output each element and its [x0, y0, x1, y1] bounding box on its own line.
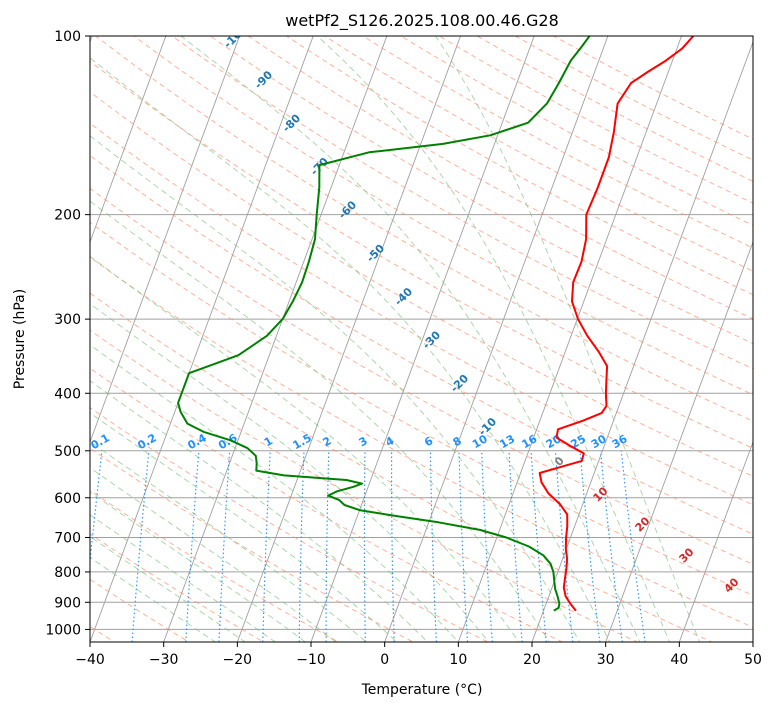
dry-adiabat-line [61, 9, 775, 654]
y-tick-label: 900 [54, 595, 81, 611]
y-tick-label: 600 [54, 491, 81, 507]
dry-adiabat-label: -90 [252, 68, 275, 91]
y-tick-label: 400 [54, 386, 81, 402]
y-axis-title: Pressure (hPa) [12, 289, 28, 389]
isotherm-line [380, 9, 618, 654]
x-tick-label: 40 [670, 652, 688, 668]
y-tick-label: 700 [54, 531, 81, 547]
dry-adiabat-line [0, 9, 57, 654]
dry-adiabat-line [432, 9, 775, 654]
y-tick-label: 500 [54, 444, 81, 460]
x-tick-label: 50 [744, 652, 762, 668]
moist-adiabat-line [0, 36, 233, 654]
dry-adiabat-label: -60 [336, 198, 359, 221]
mixing-ratio-line [430, 451, 437, 654]
x-tick-label: −40 [75, 652, 105, 668]
dry-adiabat-label: -20 [448, 372, 471, 395]
dry-adiabat-line [0, 9, 775, 654]
y-tick-label: 300 [54, 312, 81, 328]
dry-adiabat-line [0, 9, 775, 654]
moist-adiabat-line [0, 36, 469, 654]
isotherm-line [307, 9, 545, 654]
mixing-ratio-label: 1.5 [291, 431, 314, 452]
x-tick-label: 30 [597, 652, 615, 668]
dry-adiabat-label: -30 [420, 328, 443, 351]
mixing-ratio-line [621, 451, 647, 654]
mixing-ratio-label: 4 [383, 434, 396, 449]
dry-adiabat-label: -40 [392, 285, 415, 308]
y-tick-label: 100 [54, 29, 81, 45]
moist-adiabat-line [0, 36, 351, 654]
mixing-ratio-label: 8 [451, 434, 464, 449]
dry-adiabat-line [0, 9, 209, 654]
y-tick-label: 800 [54, 565, 81, 581]
temperature-profile-line [540, 36, 694, 611]
chart-title: wetPf2_S126.2025.108.00.46.G28 [285, 11, 559, 31]
dry-adiabat-line [0, 9, 775, 654]
mixing-ratio-line [392, 451, 395, 654]
dry-adiabat-line [0, 9, 775, 654]
moist-adiabat-line [181, 36, 646, 654]
isotherm-line [454, 9, 692, 654]
isotherm-line [86, 9, 324, 654]
x-tick-label: 0 [380, 652, 389, 668]
y-tick-label: 200 [54, 208, 81, 224]
moist-adiabat-line [63, 36, 616, 654]
x-tick-label: −30 [149, 652, 179, 668]
isotherm-line [159, 9, 397, 654]
mixing-ratio-label: 2 [320, 434, 333, 449]
y-tick-label: 1000 [45, 622, 81, 638]
dry-adiabat-line [0, 9, 775, 654]
dry-adiabat-line [246, 9, 775, 654]
mixing-ratio-line [131, 451, 149, 654]
isotherm-line [528, 9, 766, 654]
plot-frame [90, 36, 753, 642]
moist-adiabat-line [0, 36, 528, 654]
moist-adiabat-label: 10 [591, 484, 611, 504]
dry-adiabat-line [0, 9, 436, 654]
dry-adiabat-line [0, 9, 284, 654]
x-tick-label: 20 [523, 652, 541, 668]
dry-adiabat-line [321, 9, 775, 654]
mixing-ratio-line [218, 451, 229, 654]
mixing-ratio-line [459, 451, 468, 654]
isotherm-line [12, 9, 250, 654]
dry-adiabat-line [0, 9, 739, 654]
mixing-ratio-label: 6 [422, 434, 435, 449]
mixing-ratio-label: 30 [589, 432, 609, 451]
dry-adiabat-line [0, 9, 360, 654]
mixing-ratio-label: 0.1 [89, 431, 112, 452]
moist-adiabat-label: 20 [633, 514, 653, 534]
mixing-ratio-line [509, 451, 523, 654]
moist-adiabat-line [436, 36, 705, 654]
dry-adiabat-line [24, 9, 775, 654]
x-tick-label: 10 [449, 652, 467, 668]
mixing-ratio-line [299, 451, 304, 654]
x-axis-title: Temperature (°C) [361, 682, 483, 698]
mixing-ratio-label: 0.4 [185, 431, 209, 452]
mixing-ratio-label: 3 [357, 434, 370, 449]
moist-adiabat-line [0, 36, 292, 654]
mixing-ratio-label: 13 [497, 432, 517, 451]
mixing-ratio-line [364, 451, 365, 654]
moist-adiabat-label: 40 [722, 575, 742, 595]
dry-adiabat-line [0, 9, 775, 654]
moist-adiabat-line [0, 36, 410, 654]
mixing-ratio-label: 16 [520, 432, 540, 451]
moist-adiabat-line [0, 36, 439, 654]
mixing-ratio-line [263, 451, 271, 654]
mixing-ratio-label: 36 [610, 432, 630, 451]
x-tick-label: −20 [223, 652, 253, 668]
x-tick-label: −10 [296, 652, 326, 668]
moist-adiabat-line [317, 36, 675, 654]
mixing-ratio-line [81, 451, 102, 654]
mixing-ratio-label: 0.2 [135, 431, 158, 452]
